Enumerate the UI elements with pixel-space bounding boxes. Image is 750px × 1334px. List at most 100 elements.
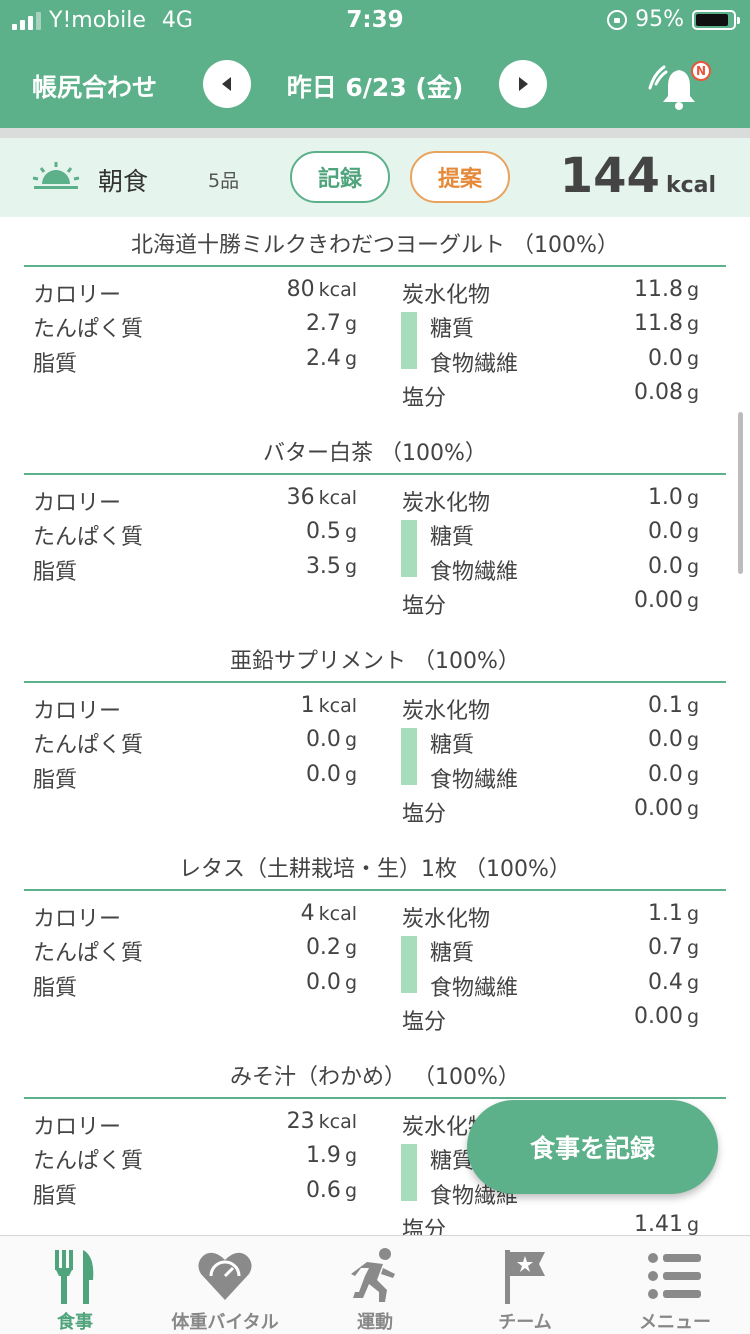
salt-value: 1.41 g (634, 1212, 699, 1235)
meal-summary-bar: 朝食 5品 記録 提案 144 kcal (0, 138, 750, 217)
carbs-unit: g (686, 903, 699, 925)
sugar-fiber-bracket (401, 1144, 417, 1201)
record-meal-button[interactable]: 食事を記録 (467, 1100, 718, 1194)
calorie-row: カロリー 4 kcal (0, 901, 375, 935)
fiber-value-number: 0.0 (647, 554, 683, 579)
previous-day-button[interactable] (203, 60, 251, 108)
salt-value: 0.08 g (634, 380, 699, 405)
carrier-name: Y!mobile (49, 8, 146, 33)
salt-value-number: 0.00 (633, 1004, 683, 1029)
suggest-button[interactable]: 提案 (410, 151, 510, 203)
fat-value: 3.5 g (306, 554, 357, 579)
fat-row: 脂質 0.6 g (0, 1178, 375, 1212)
protein-label: たんぱく質 (33, 317, 144, 342)
sugar-fiber-bracket (401, 312, 417, 369)
carbs-unit: g (686, 487, 699, 509)
protein-row: たんぱく質 0.5 g (0, 519, 375, 553)
salt-unit: g (686, 1006, 699, 1028)
header-divider (0, 128, 750, 138)
food-name: バター白茶 （100%） (24, 435, 726, 475)
calorie-row: カロリー 1 kcal (0, 693, 375, 727)
calorie-unit: kcal (318, 1111, 357, 1133)
scrollbar[interactable] (738, 412, 743, 574)
food-name: みそ汁（わかめ） （100%） (24, 1059, 726, 1099)
fat-row: 脂質 0.0 g (0, 970, 375, 1004)
calorie-unit: kcal (318, 279, 357, 301)
protein-label: たんぱく質 (33, 1149, 144, 1174)
salt-value: 0.00 g (634, 796, 699, 821)
protein-value: 2.7 g (306, 311, 357, 336)
salt-value-number: 0.08 (633, 380, 683, 405)
protein-label: たんぱく質 (33, 941, 144, 966)
fiber-label: 食物繊維 (430, 560, 519, 585)
salt-label: 塩分 (402, 386, 447, 411)
fiber-value-number: 0.4 (647, 970, 683, 995)
fiber-row: 食物繊維 0.0 g (0, 762, 750, 796)
salt-value-number: 1.41 (633, 1212, 683, 1235)
next-day-button[interactable] (499, 60, 547, 108)
calorie-row: カロリー 23 kcal (0, 1109, 375, 1143)
sugar-value-number: 0.0 (647, 519, 683, 544)
tab-exercise[interactable]: 運動 (300, 1236, 450, 1334)
fiber-label: 食物繊維 (430, 768, 519, 793)
tab-menu[interactable]: メニュー (600, 1236, 750, 1334)
carbs-value-number: 0.1 (647, 693, 683, 718)
protein-unit: g (344, 1145, 357, 1167)
protein-unit: g (344, 729, 357, 751)
fat-unit: g (344, 1180, 357, 1202)
meal-total-calories: 144 kcal (560, 148, 716, 204)
carbs-row: 炭水化物 1.1 g (0, 901, 750, 935)
fiber-value: 0.0 g (648, 554, 699, 579)
sugar-unit: g (686, 937, 699, 959)
sugar-unit: g (686, 313, 699, 335)
fork-knife-icon (55, 1250, 94, 1304)
meal-item-count: 5品 (208, 170, 240, 192)
sugar-label: 糖質 (430, 1149, 475, 1174)
calorie-value-number: 4 (300, 901, 315, 926)
carbs-value-number: 11.8 (633, 277, 683, 302)
food-item[interactable]: レタス（土耕栽培・生）1枚 （100%） カロリー 4 kcal たんぱく質 0.2 g 脂質… (0, 841, 750, 1049)
food-item[interactable]: みそ汁（わかめ） （100%） カロリー 23 kcal たんぱく質 1.9 g 脂質 0.6 g… (0, 1049, 750, 1235)
fat-label: 脂質 (33, 352, 78, 377)
sugar-value: 0.0 g (648, 727, 699, 752)
food-item[interactable]: バター白茶 （100%） カロリー 36 kcal たんぱく質 0.5 g 脂質 3.5 g 炭水化… (0, 425, 750, 633)
salt-label: 塩分 (402, 802, 447, 827)
tab-weight-vital[interactable]: 体重バイタル (150, 1236, 300, 1334)
chevron-left-icon (222, 77, 231, 91)
meal-name: 朝食 (98, 167, 149, 196)
fat-row: 脂質 3.5 g (0, 554, 375, 588)
fiber-unit: g (686, 348, 699, 370)
fiber-unit: g (686, 972, 699, 994)
running-icon (351, 1248, 395, 1302)
salt-value: 0.00 g (634, 588, 699, 613)
food-item[interactable]: 北海道十勝ミルクきわだつヨーグルト （100%） カロリー 80 kcal たんぱく質 2… (0, 217, 750, 425)
salt-value-number: 0.00 (633, 796, 683, 821)
carbs-row: 炭水化物 1.0 g (0, 485, 750, 519)
food-item[interactable]: 亜鉛サプリメント （100%） カロリー 1 kcal たんぱく質 0.0 g 脂質 0.0 g 炭… (0, 633, 750, 841)
app-header: 帳尻合わせ 昨日 6/23 (金) N (0, 40, 750, 128)
calorie-value-number: 80 (286, 277, 315, 302)
protein-unit: g (344, 313, 357, 335)
salt-unit: g (686, 1214, 699, 1235)
tab-label-team: チーム (498, 1312, 552, 1333)
tab-meal[interactable]: 食事 (0, 1236, 150, 1334)
calorie-unit: kcal (318, 487, 357, 509)
fiber-label: 食物繊維 (430, 976, 519, 1001)
sugar-row: 糖質 0.7 g (0, 935, 750, 969)
sugar-unit: g (686, 729, 699, 751)
carbs-value-number: 1.1 (647, 901, 683, 926)
food-list[interactable]: 北海道十勝ミルクきわだつヨーグルト （100%） カロリー 80 kcal たんぱく質 2… (0, 217, 750, 1235)
salt-unit: g (686, 590, 699, 612)
protein-value: 1.9 g (306, 1143, 357, 1168)
calorie-value: 4 kcal (301, 901, 357, 926)
bell-icon[interactable] (644, 62, 714, 112)
fat-value: 0.0 g (306, 762, 357, 787)
fat-unit: g (344, 556, 357, 578)
protein-label: たんぱく質 (33, 733, 144, 758)
calorie-value: 23 kcal (287, 1109, 357, 1134)
carbs-value: 0.1 g (648, 693, 699, 718)
protein-row: たんぱく質 0.0 g (0, 727, 375, 761)
record-button[interactable]: 記録 (290, 151, 390, 203)
tab-team[interactable]: チーム (450, 1236, 600, 1334)
protein-value-number: 2.7 (305, 311, 341, 336)
